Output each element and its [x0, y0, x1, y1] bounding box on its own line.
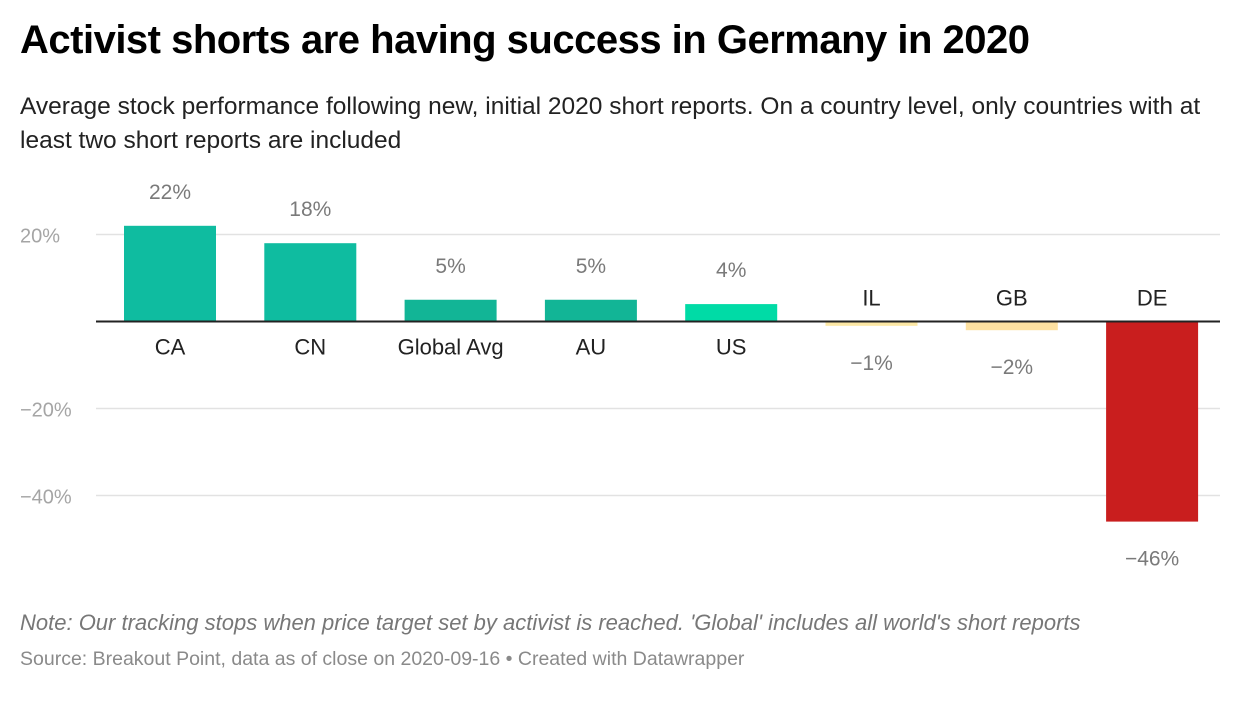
bar — [124, 225, 216, 322]
chart-title: Activist shorts are having success in Ge… — [20, 18, 1030, 62]
chart-source: Source: Breakout Point, data as of close… — [20, 648, 745, 670]
bar — [1106, 321, 1199, 522]
gridlines: 20% −20% −40% — [20, 226, 1220, 509]
category-label: DE — [1137, 286, 1168, 311]
category-label: AU — [576, 335, 607, 360]
labels: 22% CA 18% CN 5% Global Avg 5% AU 4% US −1% IL −2% GB… — [149, 181, 1179, 571]
bar — [404, 299, 497, 322]
bar — [264, 243, 357, 322]
category-label: CN — [294, 335, 326, 360]
category-label: IL — [862, 286, 880, 311]
chart-note: Note: Our tracking stops when price targ… — [20, 610, 1081, 635]
category-label: GB — [996, 286, 1028, 311]
bar — [825, 321, 918, 326]
bars — [124, 225, 1199, 522]
y-tick-label: −40% — [20, 487, 72, 509]
category-label: Global Avg — [398, 335, 504, 360]
bar — [965, 321, 1058, 331]
bar — [544, 299, 637, 322]
value-label: 22% — [149, 181, 191, 204]
value-label: 5% — [576, 255, 606, 278]
category-label: US — [716, 335, 747, 360]
value-label: 4% — [716, 259, 746, 282]
value-label: −46% — [1125, 548, 1179, 571]
value-label: −2% — [990, 356, 1033, 379]
value-label: 18% — [289, 198, 331, 221]
y-tick-label: 20% — [20, 226, 60, 248]
bar — [685, 304, 778, 322]
chart-subtitle: Average stock performance following new,… — [20, 93, 1201, 154]
y-tick-label: −20% — [20, 400, 72, 422]
category-label: CA — [155, 335, 186, 360]
bar-chart: 20% −20% −40% 22% CA 18% CN 5% Global Avg 5% AU 4%… — [20, 181, 1220, 571]
value-label: −1% — [850, 352, 893, 375]
value-label: 5% — [435, 255, 465, 278]
